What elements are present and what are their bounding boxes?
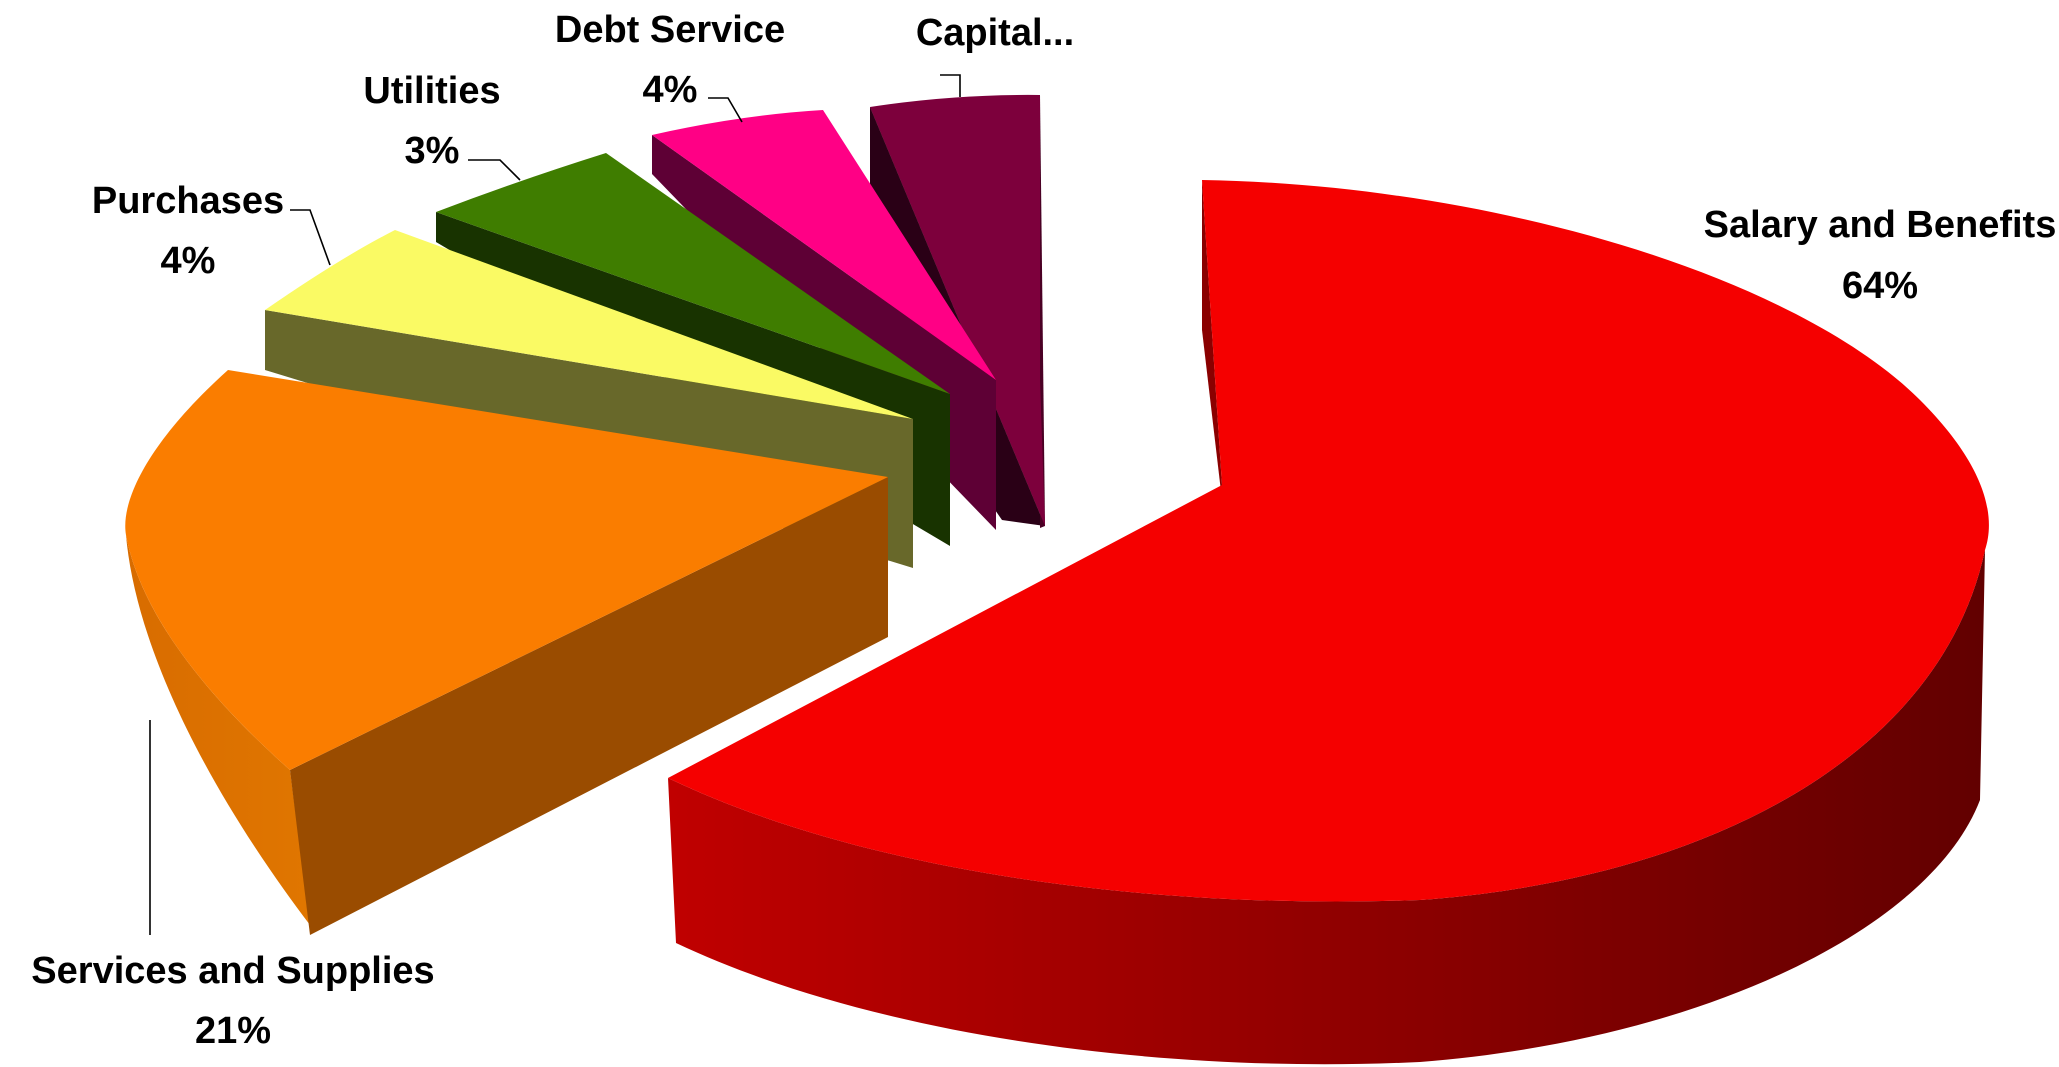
- leader-lines: [149, 74, 961, 935]
- label-debt-service-percent: 4%: [643, 69, 698, 111]
- label-services-name: Services and Supplies: [31, 950, 434, 992]
- label-utilities-percent: 3%: [405, 130, 460, 172]
- label-purchases-name: Purchases: [92, 180, 284, 222]
- slice-services-and-supplies: [125, 370, 888, 935]
- label-salary-percent: 64%: [1842, 265, 1918, 307]
- label-services-percent: 21%: [195, 1010, 271, 1052]
- label-utilities-name: Utilities: [363, 70, 500, 112]
- data-labels: Salary and Benefits 64% Services and Sup…: [31, 9, 2056, 1052]
- slice-capital: [870, 94, 1045, 528]
- label-debt-service-name: Debt Service: [555, 9, 785, 51]
- label-salary-name: Salary and Benefits: [1704, 204, 2057, 246]
- slice-salary-and-benefits: [668, 180, 1989, 1065]
- label-purchases-percent: 4%: [161, 240, 216, 282]
- label-capital-name: Capital...: [916, 12, 1074, 54]
